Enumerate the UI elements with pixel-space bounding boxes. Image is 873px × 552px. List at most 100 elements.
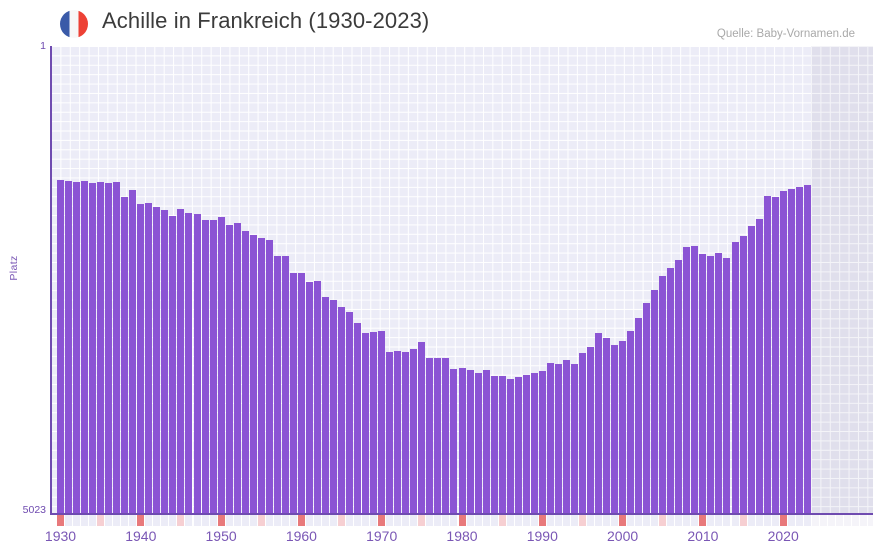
bar-1939[interactable] — [129, 189, 137, 514]
bar-1954[interactable] — [249, 235, 257, 514]
bar-1930[interactable] — [57, 180, 64, 514]
bar-1958[interactable] — [281, 256, 289, 514]
bar-1995[interactable] — [578, 353, 586, 514]
bar-1978[interactable] — [442, 358, 450, 514]
bar-1950[interactable] — [217, 217, 225, 514]
bar-2011[interactable] — [707, 256, 715, 514]
bar-1989[interactable] — [530, 373, 538, 514]
bar-1949[interactable] — [209, 219, 217, 514]
bar-1957[interactable] — [273, 255, 281, 514]
bar-2003[interactable] — [643, 303, 651, 514]
bar-1997[interactable] — [595, 332, 602, 514]
bar-1934[interactable] — [89, 182, 97, 514]
bar-2002[interactable] — [635, 318, 643, 514]
bar-2007[interactable] — [675, 260, 683, 514]
bar-1933[interactable] — [81, 180, 89, 514]
bar-1999[interactable] — [611, 345, 619, 514]
bar-2012[interactable] — [715, 252, 723, 514]
bar-1952[interactable] — [233, 222, 241, 514]
bar-1964[interactable] — [330, 299, 338, 514]
bar-1981[interactable] — [466, 370, 474, 514]
bar-1990[interactable] — [538, 371, 546, 514]
bar-1987[interactable] — [514, 377, 522, 514]
bar-2010[interactable] — [699, 253, 707, 514]
bar-1963[interactable] — [321, 296, 329, 514]
x-tick-2015 — [739, 515, 747, 526]
bar-1979[interactable] — [450, 369, 458, 514]
bar-1975[interactable] — [418, 341, 426, 514]
bar-1966[interactable] — [346, 312, 354, 514]
bar-1942[interactable] — [153, 207, 161, 514]
bar-2000[interactable] — [619, 340, 627, 514]
bar-2017[interactable] — [755, 218, 763, 514]
bar-1965[interactable] — [338, 306, 346, 514]
bar-1961[interactable] — [305, 281, 313, 514]
bar-2018[interactable] — [763, 195, 771, 514]
bar-2004[interactable] — [651, 289, 659, 514]
bar-2020[interactable] — [779, 190, 787, 514]
bar-1947[interactable] — [193, 213, 201, 514]
bar-1948[interactable] — [201, 220, 209, 514]
bar-1951[interactable] — [225, 224, 233, 514]
bar-2006[interactable] — [667, 268, 675, 514]
bar-1959[interactable] — [289, 273, 297, 514]
bar-1970[interactable] — [378, 331, 386, 514]
bar-1931[interactable] — [65, 181, 73, 514]
bar-1968[interactable] — [362, 332, 370, 514]
bar-1976[interactable] — [426, 357, 434, 514]
x-tick-1968 — [362, 515, 370, 526]
bar-1944[interactable] — [169, 215, 177, 514]
bar-1994[interactable] — [570, 364, 578, 514]
bar-2023[interactable] — [803, 184, 811, 514]
bar-1985[interactable] — [498, 375, 506, 514]
bar-1945[interactable] — [177, 208, 185, 514]
bar-1982[interactable] — [474, 372, 482, 514]
bar-2013[interactable] — [723, 258, 731, 514]
bar-2005[interactable] — [659, 276, 667, 514]
bar-2001[interactable] — [627, 331, 635, 514]
bar-1972[interactable] — [394, 350, 402, 514]
bar-2014[interactable] — [731, 241, 739, 514]
bar-1988[interactable] — [522, 374, 530, 514]
x-tick-1948 — [201, 515, 209, 526]
bar-1974[interactable] — [410, 348, 418, 514]
bar-1986[interactable] — [506, 378, 514, 514]
bar-1983[interactable] — [482, 370, 490, 514]
bar-1998[interactable] — [603, 337, 611, 514]
bar-1953[interactable] — [241, 231, 249, 514]
bar-1937[interactable] — [113, 181, 121, 514]
bar-1993[interactable] — [562, 360, 570, 514]
x-tick-2031 — [868, 515, 873, 526]
bar-1996[interactable] — [586, 347, 594, 514]
bar-2016[interactable] — [747, 225, 755, 514]
bar-1940[interactable] — [137, 204, 145, 514]
bar-1984[interactable] — [490, 376, 498, 514]
bar-1932[interactable] — [73, 181, 81, 514]
x-tick-2004 — [651, 515, 659, 526]
bar-2022[interactable] — [795, 186, 803, 514]
bar-2015[interactable] — [739, 235, 747, 514]
bar-1977[interactable] — [434, 358, 442, 514]
bar-1943[interactable] — [161, 209, 169, 514]
x-tick-1993 — [562, 515, 570, 526]
bar-1935[interactable] — [97, 182, 105, 514]
bar-1955[interactable] — [257, 237, 265, 514]
bar-1960[interactable] — [297, 272, 305, 514]
bar-1971[interactable] — [386, 352, 394, 514]
bar-1973[interactable] — [402, 351, 410, 514]
bar-1980[interactable] — [458, 368, 466, 514]
bar-1991[interactable] — [546, 362, 554, 514]
bar-1938[interactable] — [121, 196, 129, 514]
bar-1969[interactable] — [370, 332, 378, 514]
bar-2019[interactable] — [771, 197, 779, 514]
bar-2009[interactable] — [691, 245, 699, 514]
bar-2021[interactable] — [787, 189, 795, 514]
bar-1962[interactable] — [313, 280, 321, 514]
bar-1967[interactable] — [354, 323, 362, 514]
bar-1956[interactable] — [265, 240, 273, 514]
bar-1992[interactable] — [554, 363, 562, 514]
bar-2008[interactable] — [683, 247, 691, 514]
bar-1941[interactable] — [145, 202, 153, 514]
bar-1936[interactable] — [105, 182, 113, 514]
bar-1946[interactable] — [185, 212, 193, 514]
